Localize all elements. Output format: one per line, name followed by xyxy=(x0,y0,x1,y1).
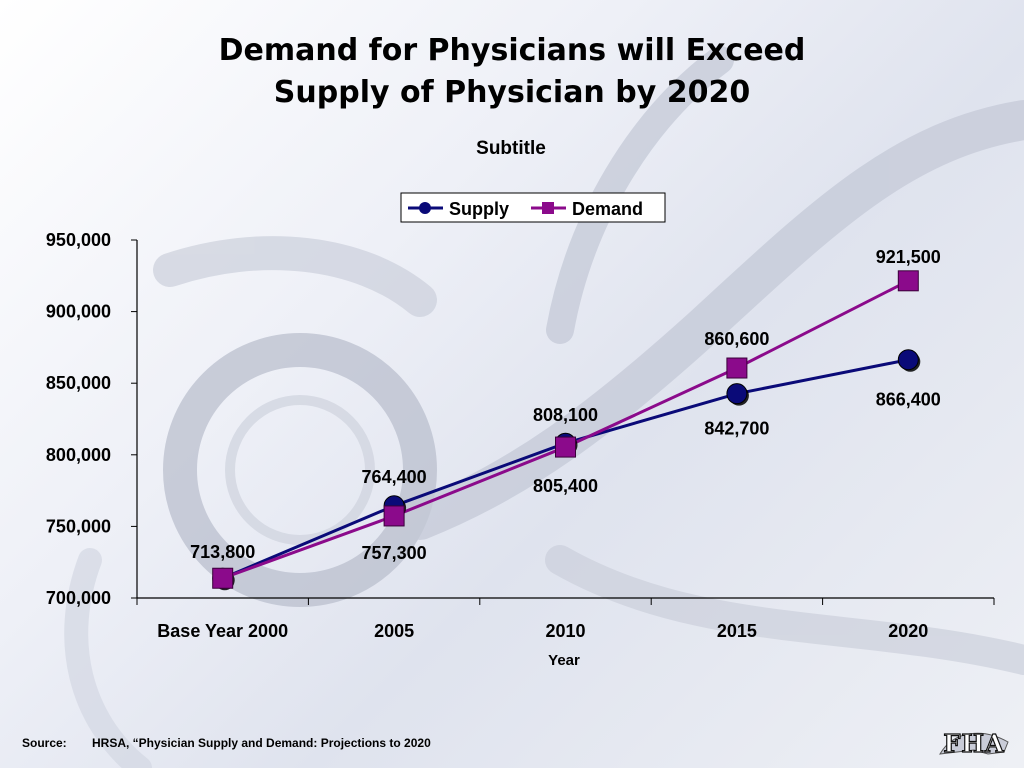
logo-text: FHA xyxy=(943,729,1004,758)
x-tick-label: 2015 xyxy=(717,621,757,641)
demand-point xyxy=(897,270,919,292)
demand-point xyxy=(212,567,234,589)
x-tick-label: 2020 xyxy=(888,621,928,641)
demand-point xyxy=(726,357,748,379)
slide-title-line-1: Demand for Physicians will Exceed xyxy=(218,33,806,68)
data-labels: 713,800 764,400 808,100 842,700 866,400 757,3… xyxy=(190,247,941,563)
series-line-supply xyxy=(222,358,909,580)
x-tick-label: 2005 xyxy=(374,621,414,641)
y-tick-label: 950,000 xyxy=(46,230,111,250)
chart-subtitle: Subtitle xyxy=(476,138,546,159)
demand-data-label: 805,400 xyxy=(533,476,598,496)
y-tick-label: 750,000 xyxy=(46,516,111,536)
source-text: HRSA, “Physician Supply and Demand: Proj… xyxy=(92,736,431,750)
y-tick-label: 800,000 xyxy=(46,445,111,465)
supply-data-label: 764,400 xyxy=(362,467,427,487)
demand-data-label: 860,600 xyxy=(704,329,769,349)
x-tick-label: 2010 xyxy=(545,621,585,641)
x-axis-title: Year xyxy=(548,652,580,669)
legend-demand-marker xyxy=(542,202,554,214)
y-tick-label: 700,000 xyxy=(46,588,111,608)
legend-demand-label: Demand xyxy=(572,199,643,219)
supply-data-label: 842,700 xyxy=(704,419,769,439)
x-tick-label: Base Year 2000 xyxy=(157,621,288,641)
demand-data-label: 757,300 xyxy=(362,543,427,563)
legend: Supply Demand xyxy=(400,192,666,223)
supply-point xyxy=(897,349,919,371)
supply-data-label: 866,400 xyxy=(876,390,941,410)
legend-supply-label: Supply xyxy=(449,199,509,219)
series-markers xyxy=(212,270,921,591)
fha-logo: FHA xyxy=(939,728,1009,759)
legend-supply-marker xyxy=(419,202,431,214)
y-tick-label: 900,000 xyxy=(46,302,111,322)
axes: 700,000 750,000 800,000 850,000 900,000 950,0… xyxy=(46,230,995,641)
supply-data-label: 713,800 xyxy=(190,542,255,562)
supply-point xyxy=(726,383,748,405)
y-tick-label: 850,000 xyxy=(46,373,111,393)
source-footnote: Source: HRSA, “Physician Supply and Deman… xyxy=(22,736,431,750)
demand-point xyxy=(555,436,576,458)
slide-title: Demand for Physicians will Exceed Supply… xyxy=(0,30,1024,114)
demand-data-label: 921,500 xyxy=(876,247,941,267)
source-label: Source: xyxy=(22,736,67,750)
series-lines xyxy=(222,279,909,580)
supply-data-label: 808,100 xyxy=(533,405,598,425)
demand-point xyxy=(383,505,405,527)
slide-title-line-2: Supply of Physician by 2020 xyxy=(273,75,751,110)
